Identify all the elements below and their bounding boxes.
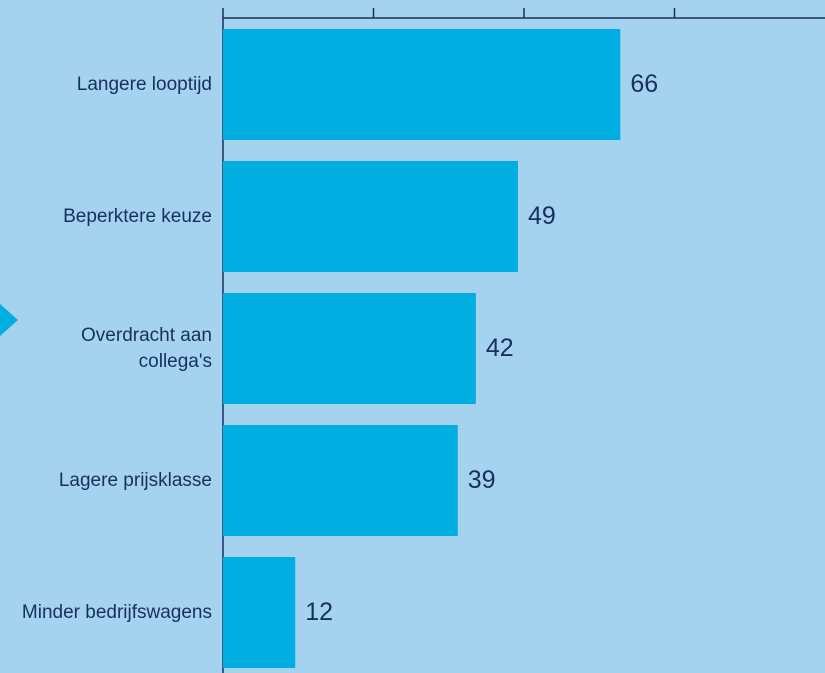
bar <box>223 557 296 668</box>
value-label: 39 <box>468 466 496 494</box>
bar <box>223 293 476 404</box>
decoration-arrow <box>0 304 18 336</box>
bar <box>223 161 518 272</box>
category-label: Beperktere keuze <box>63 205 212 227</box>
category-label: Lagere prijsklasse <box>58 469 212 491</box>
value-label: 12 <box>305 598 333 626</box>
category-label: Minder bedrijfswagens <box>21 601 212 623</box>
value-label: 66 <box>630 70 658 98</box>
bar <box>223 425 458 536</box>
category-label: Langere looptijd <box>76 73 212 95</box>
bar <box>223 29 621 140</box>
value-label: 49 <box>528 202 556 230</box>
value-label: 42 <box>486 334 514 362</box>
category-label: Overdracht aan collega's <box>81 324 212 372</box>
